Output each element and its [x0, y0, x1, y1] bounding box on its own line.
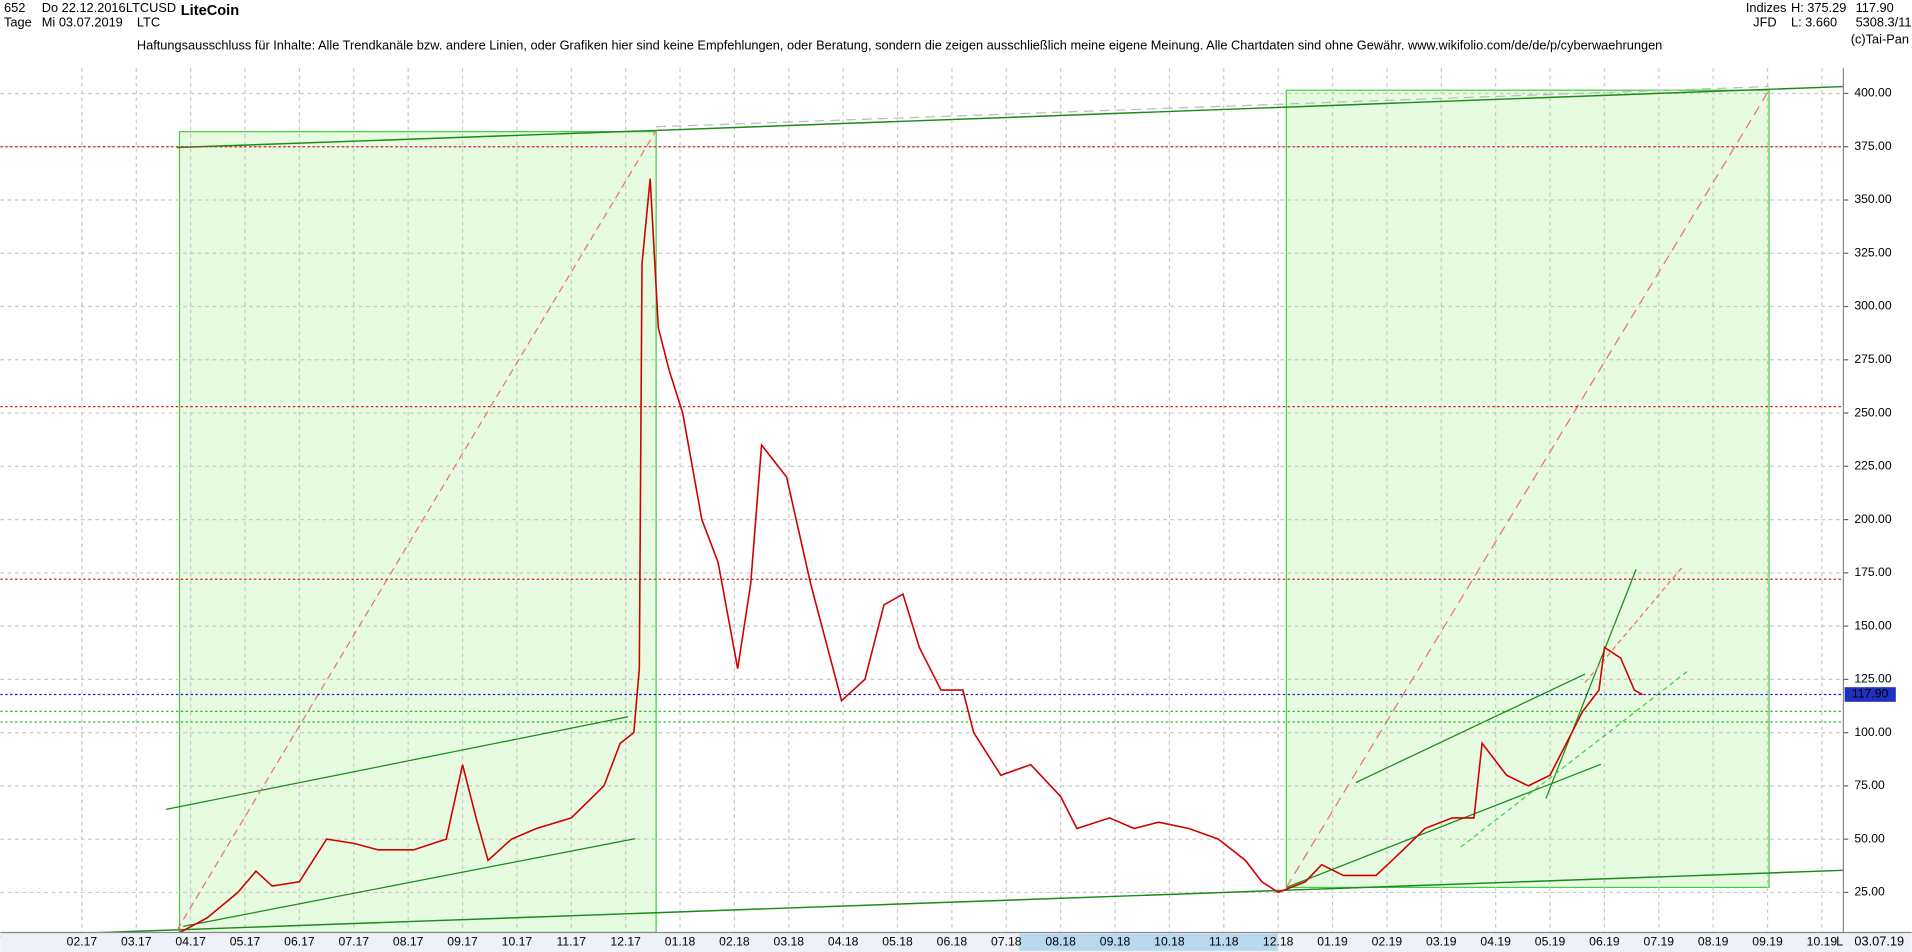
trend-line — [656, 85, 1844, 132]
x-tick-label: 08.17 — [393, 934, 424, 948]
y-tick-label: 75.00 — [1854, 778, 1885, 792]
y-tick-label: 375.00 — [1854, 139, 1891, 153]
y-tick-label: 225.00 — [1854, 459, 1891, 473]
x-tick-label: 09.18 — [1100, 934, 1131, 948]
x-tick-label: 12.18 — [1263, 934, 1294, 948]
footer-date: 03.07.19 — [1854, 934, 1904, 949]
x-tick-label: 03.17 — [121, 934, 152, 948]
y-tick-label: 50.00 — [1854, 831, 1885, 845]
x-tick-label: 09.17 — [447, 934, 478, 948]
trend-line — [656, 85, 1770, 128]
x-tick-label: 08.18 — [1045, 934, 1076, 948]
trend-line — [177, 129, 657, 149]
y-tick-label: 300.00 — [1854, 299, 1891, 313]
trend-line — [0, 869, 1844, 937]
trend-line — [183, 838, 636, 928]
symbol: LTCUSD — [126, 0, 176, 15]
y-tick-label: 200.00 — [1854, 512, 1891, 526]
x-tick-label: 06.19 — [1589, 934, 1620, 948]
y-tick-label: 125.00 — [1854, 672, 1891, 686]
x-axis-panel — [0, 932, 1912, 952]
end-date: Mi 03.07.2019 — [42, 15, 123, 30]
last-price: 117.90 — [1856, 0, 1894, 15]
start-date: Do 22.12.2016 — [42, 0, 126, 15]
x-tick-label: 11.17 — [557, 934, 587, 948]
trend-line — [1545, 569, 1637, 799]
trend-lines — [0, 85, 1844, 937]
trend-line — [1460, 669, 1689, 848]
extra-info: 5308.3/11! — [1856, 15, 1912, 30]
symbol-short: LTC — [137, 15, 160, 30]
y-tick-label: 175.00 — [1854, 565, 1891, 579]
trend-line — [1355, 673, 1586, 784]
x-tick-label: 05.18 — [882, 934, 913, 948]
axes: 25.00 50.00 75.00 100.00 125.00 150.00 175.00 2… — [67, 86, 1896, 948]
y-tick-label: 100.00 — [1854, 725, 1891, 739]
y-tick-label: 25.00 — [1854, 885, 1885, 899]
x-tick-label: 07.18 — [991, 934, 1022, 948]
x-tick-label: 09.19 — [1752, 934, 1783, 948]
x-tick-label: 01.19 — [1317, 934, 1348, 948]
x-tick-label: 10.18 — [1154, 934, 1185, 948]
x-tick-label: 03.19 — [1426, 934, 1457, 948]
y-axis-panel — [1843, 68, 1912, 933]
disclaimer: Haftungsausschluss für Inhalte: Alle Tre… — [137, 38, 1662, 53]
current-price-box — [1844, 687, 1896, 702]
x-tick-label: 01.18 — [665, 934, 696, 948]
y-tick-label: 150.00 — [1854, 618, 1891, 632]
y-tick-label: 400.00 — [1854, 86, 1891, 100]
y-tick-label: 275.00 — [1854, 352, 1891, 366]
plot — [0, 146, 1841, 938]
y-tick-label: 350.00 — [1854, 192, 1891, 206]
footer-mode: L — [1836, 934, 1843, 949]
x-axis-highlight — [1019, 933, 1278, 951]
current-price-label: 117.90 — [1852, 687, 1889, 701]
x-tick-label: 07.17 — [339, 934, 370, 948]
y-tick-label: 250.00 — [1854, 405, 1891, 419]
x-tick-label: 03.18 — [774, 934, 805, 948]
y-tick-label: 325.00 — [1854, 245, 1891, 259]
copyright: (c)Tai-Pan — [1851, 32, 1909, 47]
broker: JFD — [1753, 15, 1776, 30]
trend-line — [1286, 763, 1602, 888]
x-tick-label: 10.19 — [1807, 934, 1838, 948]
bars-count: 652 — [4, 0, 25, 15]
x-tick-label: 04.17 — [175, 934, 206, 948]
x-tick-label: 06.17 — [284, 934, 315, 948]
trend-line — [1285, 89, 1770, 888]
x-tick-label: 06.18 — [937, 934, 968, 948]
instrument-name: LiteCoin — [181, 3, 240, 19]
interval[interactable]: Tage — [4, 15, 32, 30]
low: L: 3.660 — [1791, 15, 1837, 30]
x-tick-label: 05.19 — [1535, 934, 1566, 948]
trend-line — [176, 130, 657, 931]
trend-line — [166, 716, 629, 810]
x-tick-label: 08.19 — [1698, 934, 1729, 948]
x-tick-label: 02.19 — [1372, 934, 1403, 948]
x-tick-label: 02.17 — [67, 934, 98, 948]
x-tick-label: 04.19 — [1480, 934, 1511, 948]
grid — [0, 68, 1841, 933]
x-tick-label: 12.17 — [610, 934, 641, 948]
x-tick-label: 04.18 — [828, 934, 859, 948]
x-tick-label: 10.17 — [502, 934, 533, 948]
range-box — [178, 131, 657, 934]
x-tick-label: 07.19 — [1644, 934, 1675, 948]
group: Indizes — [1746, 0, 1787, 15]
high: H: 375.29 — [1791, 0, 1846, 15]
price-line — [0, 178, 1643, 938]
header — [0, 0, 1912, 32]
x-tick-label: 05.17 — [230, 934, 261, 948]
x-tick-label: 02.18 — [719, 934, 750, 948]
x-tick-label: 11.18 — [1209, 934, 1239, 948]
